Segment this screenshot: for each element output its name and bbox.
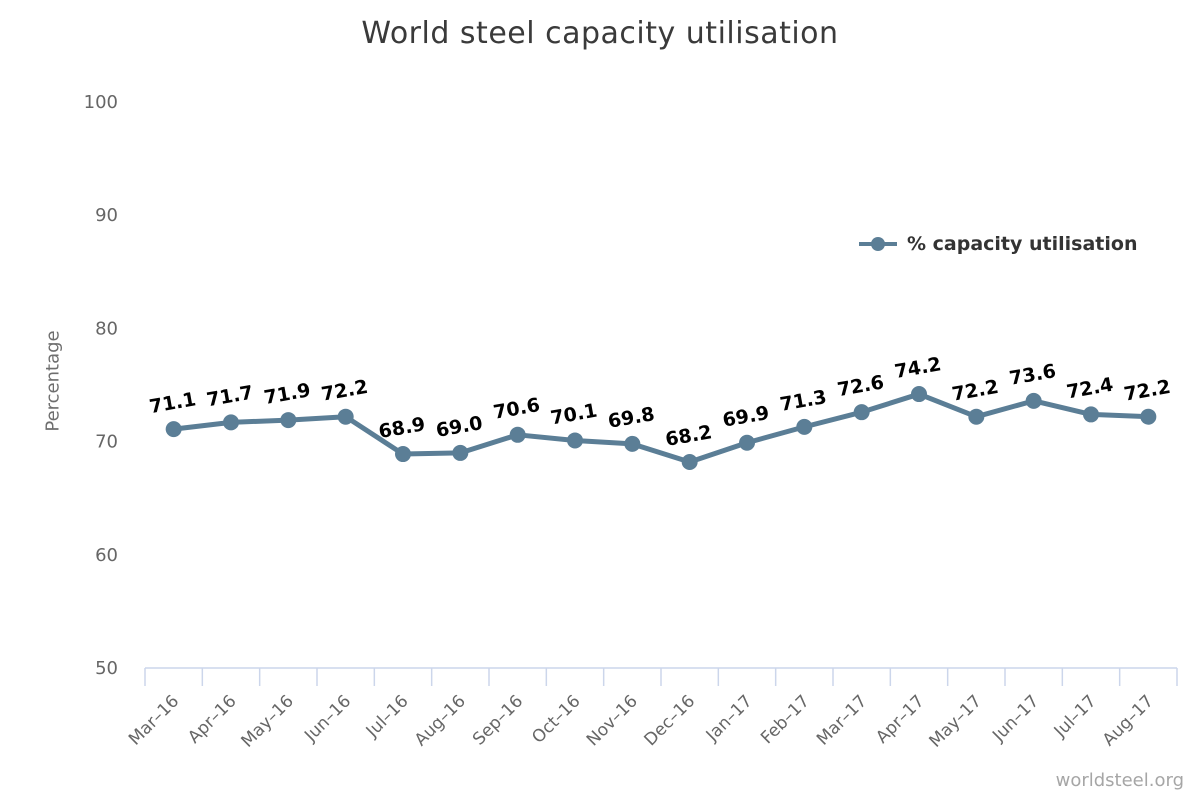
x-axis-label: Aug–17: [1099, 691, 1158, 750]
x-axis-label: Aug–16: [411, 691, 470, 750]
data-point-marker[interactable]: [165, 421, 182, 438]
data-point-label: 72.2: [320, 376, 370, 406]
y-axis-label: 80: [95, 318, 118, 339]
data-point-label: 72.4: [1065, 374, 1115, 404]
x-axis-label: May–17: [926, 691, 986, 751]
y-axis-label: 90: [95, 205, 118, 226]
x-axis-label: Nov–16: [583, 691, 642, 750]
data-point-marker[interactable]: [796, 418, 813, 435]
series-line: [171, 391, 1151, 465]
y-axis-label: 50: [95, 658, 118, 679]
data-point-label: 71.1: [148, 388, 198, 418]
x-axis-label: Mar–16: [125, 691, 183, 749]
data-point-label: 74.2: [893, 353, 943, 383]
x-axis-label: May–16: [238, 691, 298, 751]
data-point-label: 70.1: [549, 400, 599, 430]
data-point-marker[interactable]: [739, 434, 755, 451]
data-point-marker[interactable]: [681, 453, 698, 470]
data-point-marker[interactable]: [1025, 392, 1042, 409]
legend-series-marker-icon: [859, 237, 897, 251]
x-axis-label: Jul–17: [1050, 691, 1101, 742]
data-point-marker[interactable]: [452, 444, 469, 461]
data-point-label: 68.2: [664, 421, 714, 451]
data-point-label: 72.2: [950, 376, 1000, 406]
x-axis-label: Apr–17: [872, 691, 928, 747]
y-axis-label: 70: [95, 432, 118, 453]
legend-item-capacity-utilisation[interactable]: % capacity utilisation: [858, 233, 1137, 255]
y-axis-label: 100: [84, 92, 118, 113]
data-point-label: 72.2: [1122, 376, 1172, 406]
x-axis-label: Dec–16: [640, 691, 699, 750]
data-point-label: 73.6: [1008, 360, 1058, 390]
data-point-label: 69.0: [434, 412, 484, 442]
data-point-marker[interactable]: [968, 408, 985, 425]
data-point-marker[interactable]: [337, 408, 354, 425]
x-axis-label: Apr–16: [184, 691, 240, 747]
data-point-marker[interactable]: [567, 432, 583, 449]
x-axis-label: Sep–16: [469, 691, 527, 749]
x-axis-label: Oct–16: [528, 691, 584, 747]
x-axis-label: Feb–17: [757, 691, 814, 748]
data-point-marker[interactable]: [1083, 406, 1099, 423]
data-point-marker[interactable]: [1140, 408, 1157, 425]
data-point-label: 69.9: [721, 402, 771, 432]
x-axis-label: Jun–16: [300, 691, 355, 746]
data-point-label: 68.9: [377, 413, 427, 443]
watermark-credits-link[interactable]: worldsteel.org: [1055, 770, 1184, 791]
data-point-label: 71.7: [205, 382, 255, 412]
data-point-marker[interactable]: [223, 414, 239, 431]
data-point-marker[interactable]: [853, 404, 870, 421]
x-axis-label: Jul–16: [362, 691, 413, 742]
data-point-marker[interactable]: [395, 446, 411, 463]
data-point-label: 71.9: [262, 379, 312, 409]
data-point-marker[interactable]: [911, 386, 927, 403]
data-point-marker[interactable]: [509, 426, 526, 443]
x-axis-label: Mar–17: [813, 691, 871, 749]
x-axis-label: Jan–17: [702, 691, 757, 746]
data-point-label: 69.8: [606, 403, 656, 433]
data-point-label: 71.3: [778, 386, 828, 416]
x-axis-label: Jun–17: [988, 691, 1043, 746]
data-point-marker[interactable]: [280, 412, 297, 429]
data-point-marker[interactable]: [624, 435, 641, 452]
legend-label: % capacity utilisation: [907, 233, 1138, 255]
data-point-label: 72.6: [836, 371, 886, 401]
y-axis-label: 60: [95, 545, 118, 566]
chart-title: World steel capacity utilisation: [361, 16, 839, 51]
data-point-label: 70.6: [492, 394, 542, 424]
